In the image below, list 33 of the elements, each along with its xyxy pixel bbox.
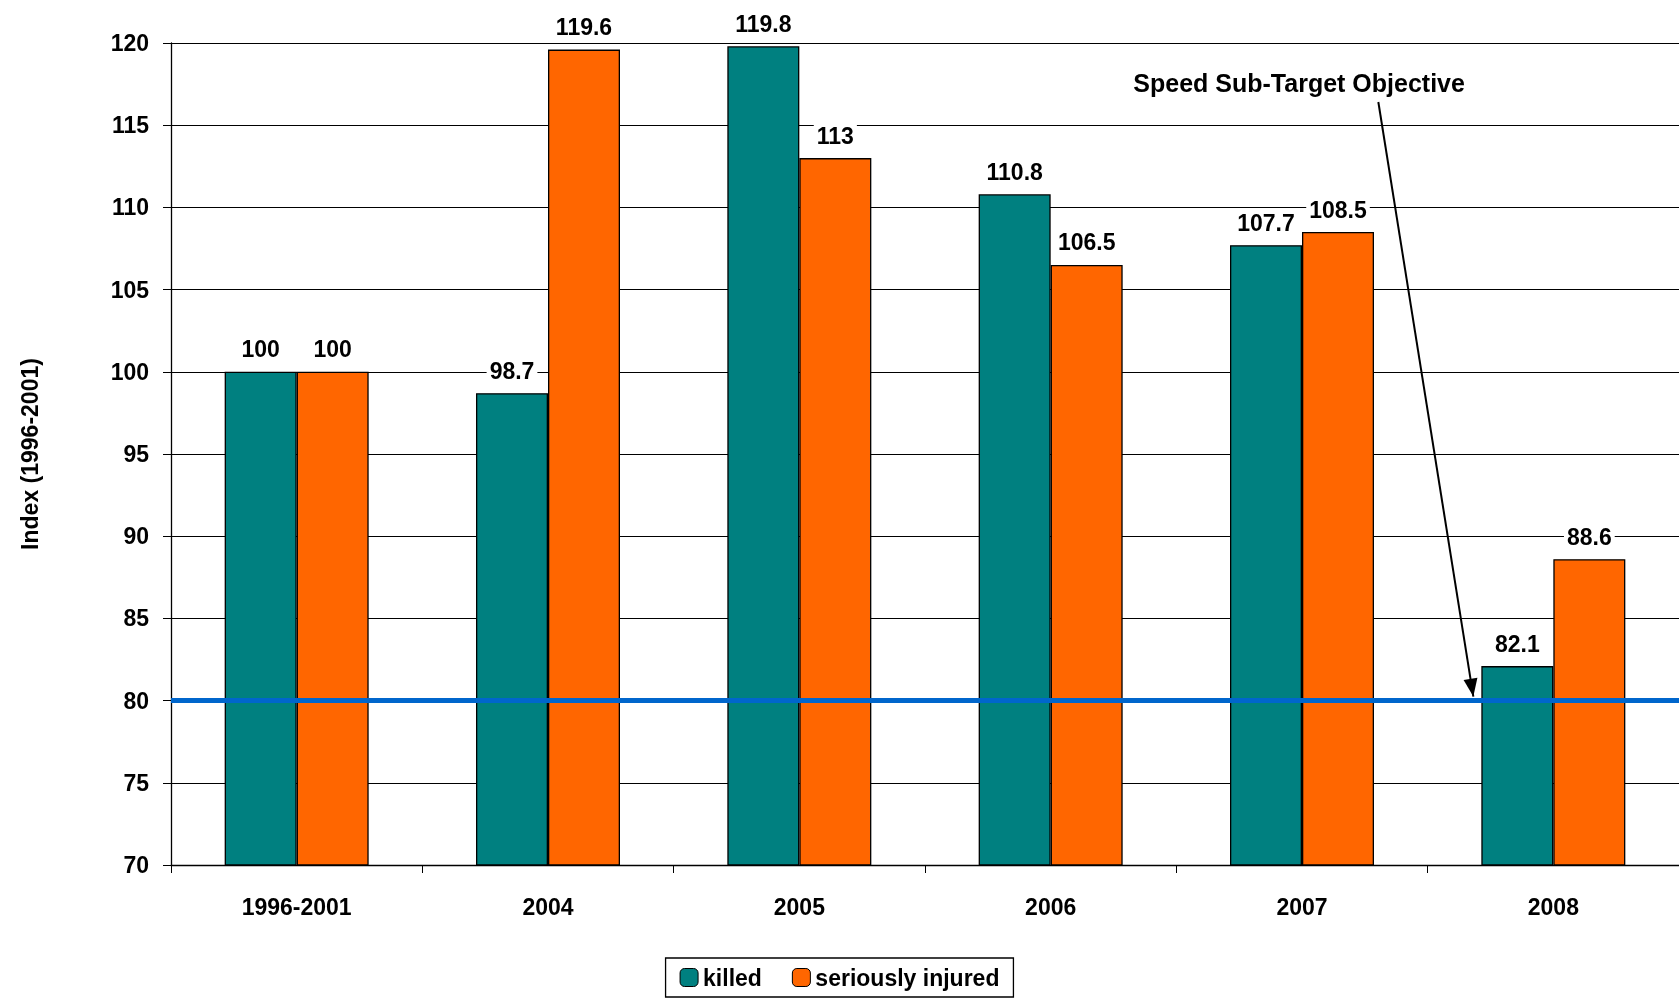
- legend-label: seriously injured: [815, 964, 1000, 991]
- x-tick-label: 2007: [1276, 893, 1328, 920]
- data-label: 119.8: [735, 10, 792, 37]
- data-label: 82.1: [1494, 630, 1540, 657]
- y-tick-label: 90: [123, 523, 149, 550]
- y-tick-label: 105: [110, 276, 150, 303]
- data-label: 98.7: [489, 357, 535, 384]
- legend-label: killed: [703, 964, 762, 991]
- data-label: 113: [816, 122, 854, 149]
- data-label: 88.6: [1566, 523, 1612, 550]
- y-tick-label: 120: [110, 30, 149, 56]
- data-label: 107.7: [1237, 209, 1295, 236]
- y-tick-label: 70: [123, 852, 149, 878]
- y-tick-label: 80: [123, 687, 149, 714]
- data-label: 108.5: [1309, 196, 1367, 223]
- x-tick-label: 1996-2001: [241, 893, 352, 920]
- x-tick-label: 2006: [1025, 893, 1077, 920]
- y-tick-label: 110: [111, 194, 149, 221]
- y-tick-label: 95: [123, 441, 150, 467]
- data-label: 106.5: [1057, 229, 1116, 256]
- y-tick-label: 75: [123, 769, 150, 796]
- x-tick-label: 2005: [773, 893, 826, 920]
- x-tick-label: 2004: [522, 893, 574, 920]
- ref-line-label: Speed Sub-Target Objective: [1133, 69, 1465, 97]
- data-label: 100: [241, 336, 280, 363]
- data-label: 119.6: [555, 14, 613, 41]
- y-tick-label: 85: [123, 605, 150, 632]
- y-axis-title: Index (1996-2001): [16, 358, 43, 550]
- y-tick-label: 100: [110, 358, 149, 385]
- data-label: 100: [313, 336, 352, 363]
- y-tick-label: 115: [111, 112, 150, 139]
- data-label: 110.8: [986, 158, 1044, 185]
- x-tick-label: 2008: [1527, 893, 1580, 920]
